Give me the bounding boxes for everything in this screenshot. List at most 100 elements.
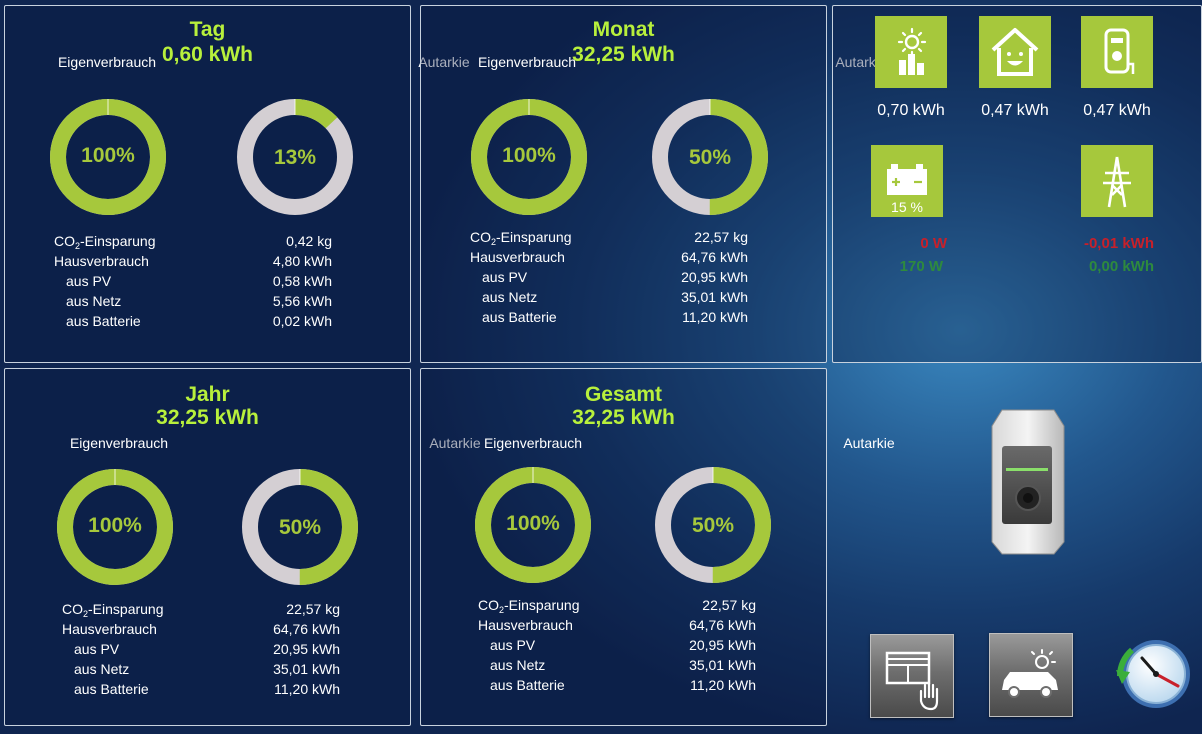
- hausverbrauch-label: Hausverbrauch: [478, 617, 573, 633]
- stats-table: CO2-Einsparung 0,42 kg Hausverbrauch 4,80 k…: [54, 231, 332, 331]
- wallbox-tile[interactable]: [1081, 16, 1153, 88]
- aus-batterie-row-value: 11,20 kWh: [690, 677, 756, 693]
- grid-value-red: -0,01 kWh: [1083, 235, 1154, 252]
- aus-pv-label: aus PV: [490, 637, 536, 653]
- autarkie-donut: 13%: [235, 97, 355, 217]
- eigenverbrauch-donut: 100%: [55, 467, 175, 587]
- aus-netz-row: aus Netz 35,01 kWh: [62, 659, 340, 679]
- autarkie-donut: 50%: [653, 465, 773, 585]
- autarkie-label: Autarkie: [835, 54, 887, 70]
- panel-total: 32,25 kWh: [572, 43, 675, 66]
- aus-pv-row: aus PV 20,95 kWh: [62, 639, 340, 659]
- stats-table: CO2-Einsparung 22,57 kg Hausverbrauch 64,76…: [470, 227, 748, 327]
- hausverbrauch-row: Hausverbrauch 64,76 kWh: [478, 615, 756, 635]
- autarkie-percent: 50%: [691, 514, 735, 537]
- co2-label: CO2-Einsparung: [478, 597, 580, 615]
- clock-timer-icon[interactable]: [1112, 636, 1196, 720]
- hausverbrauch-label: Hausverbrauch: [62, 621, 157, 637]
- co2-row-value: 0,42 kg: [286, 233, 332, 249]
- house-consumption-icon: [991, 28, 1039, 76]
- hausverbrauch-label: Hausverbrauch: [54, 253, 149, 269]
- stats-table: CO2-Einsparung 22,57 kg Hausverbrauch 64,76…: [62, 599, 340, 699]
- aus-pv-row: aus PV 20,95 kWh: [478, 635, 756, 655]
- car-light-button[interactable]: [989, 633, 1073, 717]
- co2-label: CO2-Einsparung: [62, 601, 164, 619]
- aus-batterie-row: aus Batterie 11,20 kWh: [470, 307, 748, 327]
- panel-total: 0,60 kWh: [161, 43, 254, 66]
- aus-batterie-row-value: 11,20 kWh: [682, 309, 748, 325]
- panel-title: Monat: [592, 18, 655, 41]
- panel-total: 32,25 kWh: [572, 406, 675, 429]
- aus-batterie-row: aus Batterie 11,20 kWh: [62, 679, 340, 699]
- autarkie-percent: 50%: [278, 516, 322, 539]
- aus-pv-label: aus PV: [482, 269, 528, 285]
- aus-pv-row-value: 0,58 kWh: [272, 273, 332, 289]
- aus-batterie-label: aus Batterie: [482, 309, 557, 325]
- autarkie-percent: 13%: [273, 146, 317, 169]
- aus-batterie-row: aus Batterie 11,20 kWh: [478, 675, 756, 695]
- aus-pv-row-value: 20,95 kWh: [273, 641, 340, 657]
- hausverbrauch-row: Hausverbrauch 4,80 kWh: [54, 251, 332, 271]
- aus-netz-row: aus Netz 5,56 kWh: [54, 291, 332, 311]
- eigenverbrauch-percent: 100%: [88, 514, 142, 537]
- wallbox-image[interactable]: [988, 406, 1068, 558]
- panel-title: Jahr: [185, 383, 230, 406]
- eigenverbrauch-percent: 100%: [81, 144, 135, 167]
- battery-power-green: 170 W: [899, 258, 943, 275]
- autarkie-label: Autarkie: [429, 435, 481, 451]
- panel-title: Tag: [189, 18, 226, 41]
- blinds-control-icon: [885, 651, 939, 711]
- panel-jahr: Jahr 32,25 kWh Eigenverbrauch Autarkie 100% 5…: [4, 368, 481, 726]
- house-tile[interactable]: [979, 16, 1051, 88]
- battery-icon: [887, 164, 927, 195]
- aus-pv-row-value: 20,95 kWh: [689, 637, 756, 653]
- autarkie-label: Autarkie: [843, 435, 895, 451]
- eigenverbrauch-percent: 100%: [506, 512, 560, 535]
- eigenverbrauch-donut: 100%: [48, 97, 168, 217]
- aus-netz-row-value: 35,01 kWh: [273, 661, 340, 677]
- eigenverbrauch-label: Eigenverbrauch: [69, 435, 169, 451]
- aus-netz-label: aus Netz: [66, 293, 122, 309]
- hausverbrauch-row-value: 64,76 kWh: [689, 617, 756, 633]
- aus-netz-row-value: 35,01 kWh: [689, 657, 756, 673]
- eigenverbrauch-donut: 100%: [473, 465, 593, 585]
- aus-pv-row-value: 20,95 kWh: [681, 269, 748, 285]
- autarkie-donut: 50%: [650, 97, 770, 217]
- panel-gesamt: Gesamt 32,25 kWh Eigenverbrauch Autarkie 100…: [420, 368, 895, 726]
- aus-netz-row-value: 5,56 kWh: [272, 293, 332, 309]
- co2-row: CO2-Einsparung 22,57 kg: [62, 599, 340, 619]
- grid-tile[interactable]: [1081, 145, 1153, 217]
- stats-table: CO2-Einsparung 22,57 kg Hausverbrauch 64,76…: [478, 595, 756, 695]
- aus-netz-row: aus Netz 35,01 kWh: [470, 287, 748, 307]
- battery-tile[interactable]: 15 %: [871, 145, 943, 217]
- autarkie-donut: 50%: [240, 467, 360, 587]
- hausverbrauch-row-value: 4,80 kWh: [272, 253, 332, 269]
- co2-row: CO2-Einsparung 0,42 kg: [54, 231, 332, 251]
- aus-batterie-row-value: 0,02 kWh: [272, 313, 332, 329]
- hausverbrauch-row-value: 64,76 kWh: [681, 249, 748, 265]
- aus-batterie-label: aus Batterie: [74, 681, 149, 697]
- co2-row: CO2-Einsparung 22,57 kg: [470, 227, 748, 247]
- hausverbrauch-row-value: 64,76 kWh: [273, 621, 340, 637]
- eigenverbrauch-label: Eigenverbrauch: [483, 435, 583, 451]
- pv-tile[interactable]: [875, 16, 947, 88]
- aus-netz-label: aus Netz: [490, 657, 546, 673]
- panel-total: 32,25 kWh: [156, 406, 259, 429]
- solar-production-icon: [897, 27, 927, 75]
- hausverbrauch-row: Hausverbrauch 64,76 kWh: [62, 619, 340, 639]
- aus-batterie-row-value: 11,20 kWh: [274, 681, 340, 697]
- wallbox-value: 0,47 kWh: [1083, 102, 1151, 119]
- co2-label: CO2-Einsparung: [470, 229, 572, 247]
- panel-tag: Tag 0,60 kWh Eigenverbrauch Autarkie 100% 13%…: [4, 5, 470, 363]
- co2-row-value: 22,57 kg: [694, 229, 748, 245]
- car-light-icon: [1002, 649, 1058, 698]
- autarkie-label: Autarkie: [418, 54, 470, 70]
- co2-row-value: 22,57 kg: [286, 601, 340, 617]
- aus-batterie-label: aus Batterie: [490, 677, 565, 693]
- blinds-button[interactable]: [870, 634, 954, 718]
- autarkie-percent: 50%: [688, 146, 732, 169]
- eigenverbrauch-donut: 100%: [469, 97, 589, 217]
- aus-pv-row: aus PV 20,95 kWh: [470, 267, 748, 287]
- co2-row-value: 22,57 kg: [702, 597, 756, 613]
- aus-pv-label: aus PV: [66, 273, 112, 289]
